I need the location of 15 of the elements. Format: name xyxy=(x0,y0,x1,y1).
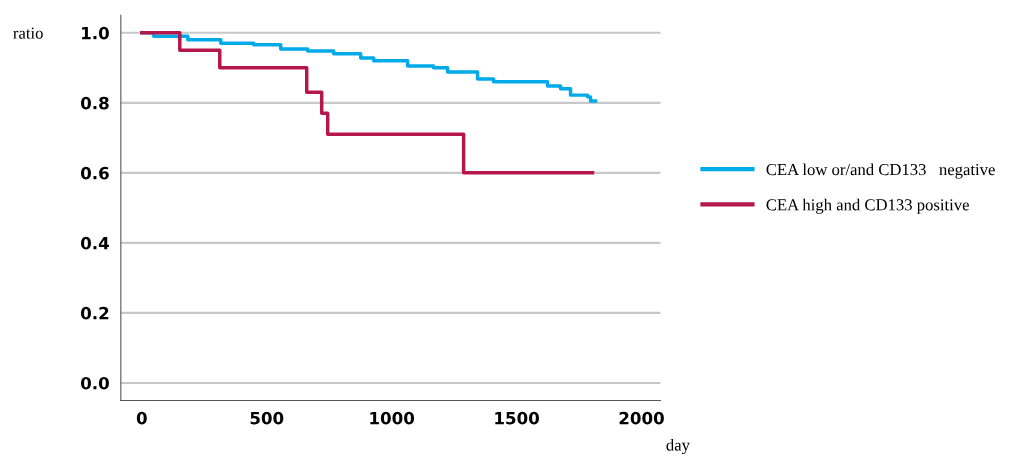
y-tick-label: 1.0 xyxy=(82,26,109,40)
x-tick-label: 2000 xyxy=(619,411,664,425)
y-tick-label: 0.6 xyxy=(80,166,109,180)
x-tick-label: 1500 xyxy=(495,411,539,425)
x-axis-title: day xyxy=(666,438,690,455)
y-tick-label: 0.8 xyxy=(80,96,109,110)
y-axis-title: ratio xyxy=(13,27,43,39)
x-tick-label: 500 xyxy=(250,411,284,425)
y-tick-label: 0.2 xyxy=(80,306,109,320)
y-tick-label: 0.0 xyxy=(80,376,109,390)
x-tick-label: 1000 xyxy=(370,411,415,425)
legend-label: CEA low or/and CD133 negative xyxy=(766,163,995,179)
x-tick-label: 0 xyxy=(136,411,147,425)
y-tick-label: 0.4 xyxy=(80,236,109,250)
legend-label: CEA high and CD133 positive xyxy=(766,198,969,214)
